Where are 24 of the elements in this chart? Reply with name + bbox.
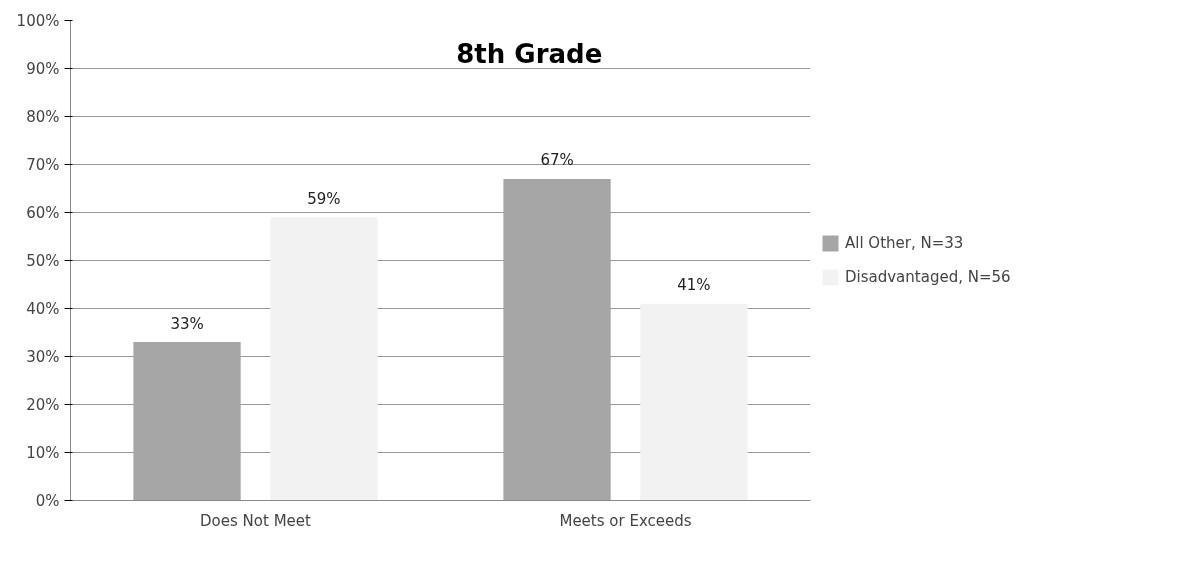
data-label: 41% <box>677 276 711 295</box>
y-tick-label: 90% <box>26 59 60 78</box>
legend-label: All Other, N=33 <box>845 234 964 252</box>
bar <box>133 342 241 501</box>
x-tick-label: Meets or Exceeds <box>559 511 692 530</box>
y-tick-label: 60% <box>26 203 60 222</box>
y-tick-label: 40% <box>26 299 60 318</box>
y-tick-label: 50% <box>26 251 60 270</box>
bar <box>270 217 378 501</box>
x-tick-label: Does Not Meet <box>200 511 312 530</box>
y-tick-label: 10% <box>26 443 60 462</box>
text: 8th Grade <box>456 39 603 70</box>
y-tick-label: 30% <box>26 347 60 366</box>
legend-label: Disadvantaged, N=56 <box>845 268 1011 286</box>
bar <box>503 178 611 501</box>
data-label: 33% <box>170 314 204 333</box>
y-tick-label: 20% <box>26 395 60 414</box>
y-tick-label: 100% <box>16 11 60 30</box>
y-tick-label: 80% <box>26 107 60 126</box>
data-label: 67% <box>540 151 574 170</box>
data-label: 59% <box>307 189 341 208</box>
y-tick-label: 70% <box>26 155 60 174</box>
y-tick-label: 0% <box>35 491 60 510</box>
bar <box>640 303 748 501</box>
